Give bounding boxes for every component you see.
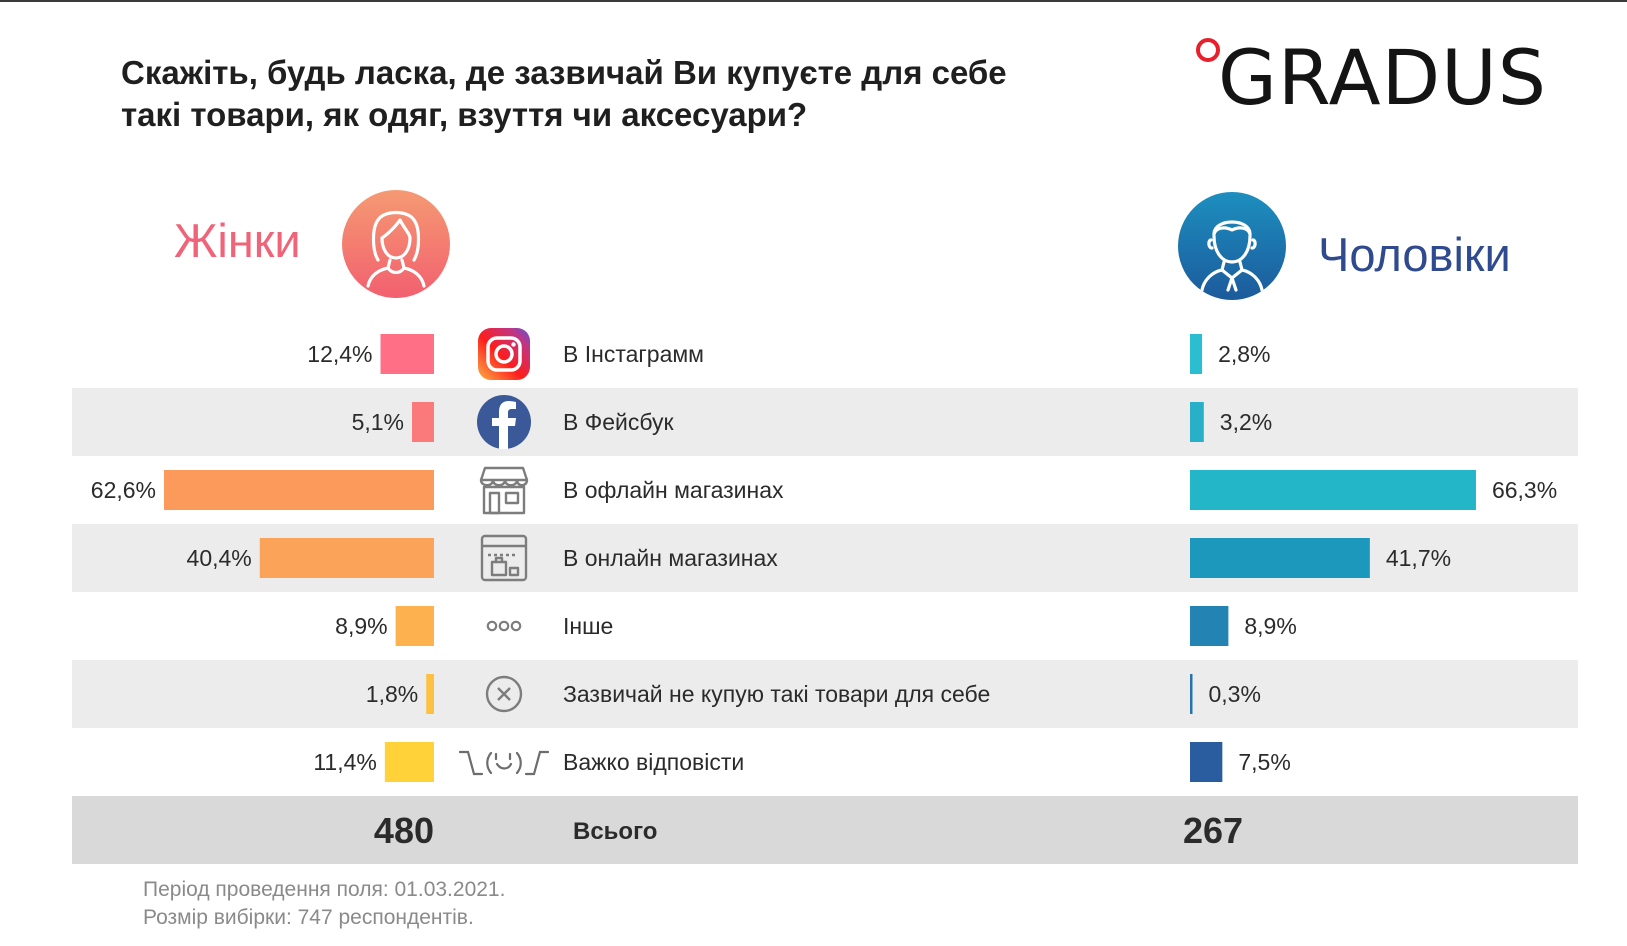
category-label: Важко відповісти [563, 749, 744, 775]
instagram-dot [511, 342, 516, 347]
men-bar [1190, 606, 1229, 646]
category-label: В онлайн магазинах [563, 545, 778, 571]
women-bar [164, 470, 434, 510]
shopping-bag [490, 560, 508, 577]
sample-size-note: Розмір вибірки: 747 респондентів. [143, 906, 474, 929]
instagram-square [478, 328, 530, 380]
women-bar [259, 538, 434, 578]
women-value-label: 8,9% [335, 613, 387, 639]
total-label: Всього [573, 818, 657, 845]
cart-box [508, 566, 520, 577]
men-label: Чоловіки [1318, 228, 1511, 281]
men-bar [1190, 402, 1204, 442]
shrug-icon [458, 750, 550, 776]
men-value-label: 3,2% [1220, 409, 1272, 435]
store-awning [479, 478, 529, 487]
page-title: Скажіть, будь ласка, де зазвичай Ви купу… [121, 54, 1007, 133]
women-value-label: 1,8% [366, 681, 418, 707]
women-label: Жінки [174, 214, 301, 267]
women-total: 480 [374, 810, 434, 851]
dot [498, 620, 510, 632]
shrug-right-paren [515, 751, 522, 775]
field-period-note: Період проведення поля: 01.03.2021. [143, 878, 506, 901]
store-roof [479, 466, 529, 481]
total-row-band [72, 796, 1578, 864]
men-bar [1190, 538, 1370, 578]
women-value-label: 11,4% [313, 749, 377, 775]
men-bar [1190, 742, 1223, 782]
logo-ring-icon [1196, 38, 1220, 62]
men-bar [1190, 334, 1203, 374]
cross-circle-icon [485, 675, 523, 713]
store-window [504, 491, 520, 505]
row-band [72, 388, 1578, 456]
instagram-icon [478, 328, 530, 380]
men-value-label: 8,9% [1244, 613, 1296, 639]
store-door [488, 491, 501, 515]
women-bar [395, 606, 434, 646]
men-bar [1190, 470, 1476, 510]
browser-frame [480, 534, 528, 582]
bag-handle [494, 556, 504, 562]
women-value-label: 62,6% [91, 477, 156, 503]
dot [486, 620, 498, 632]
men-bar [1190, 674, 1193, 714]
category-label: В Фейсбук [563, 409, 675, 435]
men-value-label: 2,8% [1218, 341, 1270, 367]
dot [510, 620, 522, 632]
category-label: В офлайн магазинах [563, 477, 784, 503]
men-value-label: 41,7% [1386, 545, 1451, 571]
women-value-label: 40,4% [187, 545, 252, 571]
facebook-f [492, 401, 516, 449]
women-bar [380, 334, 434, 374]
category-label: Зазвичай не купую такі товари для себе [563, 681, 990, 707]
men-value-label: 7,5% [1238, 749, 1290, 775]
row-band [72, 660, 1578, 728]
shrug-left-paren [486, 751, 493, 775]
men-value-label: 66,3% [1492, 477, 1557, 503]
man-avatar-icon [1178, 192, 1286, 300]
dots-icon [486, 620, 522, 632]
men-total: 267 [1183, 810, 1243, 851]
shrug-left-arm [458, 750, 484, 776]
women-bar [412, 402, 434, 442]
cross-mark [497, 687, 511, 701]
store-body [482, 485, 526, 515]
women-bar [384, 742, 434, 782]
instagram-lens [494, 344, 514, 364]
cross-circle [485, 675, 523, 713]
online-shop-icon [480, 534, 528, 582]
category-label: В Інстаграмм [563, 341, 704, 367]
logo-text: GRADUS [1218, 33, 1547, 122]
woman-avatar-icon [342, 190, 450, 298]
facebook-icon [477, 395, 531, 449]
top-divider [0, 0, 1627, 2]
shrug-mouth [495, 762, 513, 770]
women-bar [426, 674, 434, 714]
store-icon [479, 466, 529, 515]
women-value-label: 5,1% [352, 409, 404, 435]
women-value-label: 12,4% [307, 341, 372, 367]
shrug-right-arm [524, 750, 550, 776]
category-label: Інше [563, 613, 613, 639]
instagram-frame [486, 336, 522, 372]
men-value-label: 0,3% [1209, 681, 1261, 707]
gradus-logo: GRADUS [1196, 38, 1546, 118]
